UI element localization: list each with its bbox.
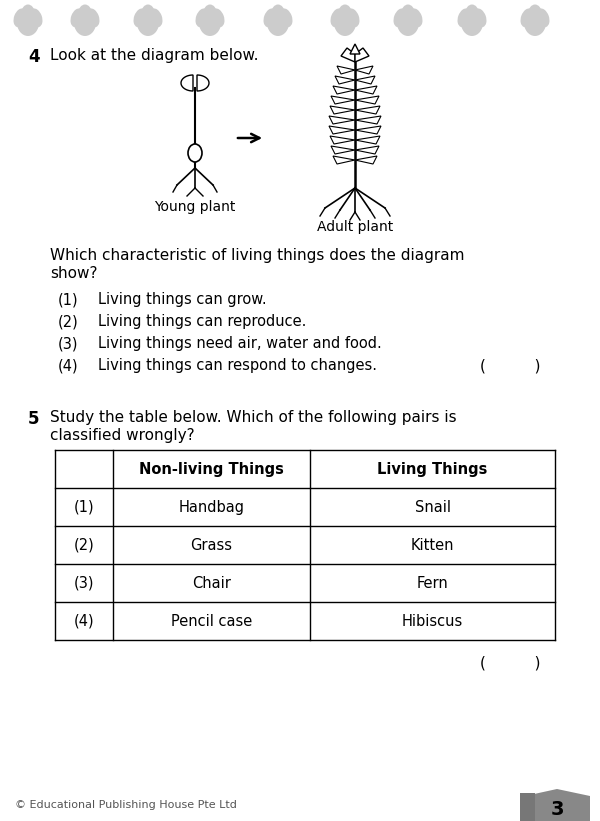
Text: show?: show?	[50, 266, 97, 281]
Ellipse shape	[137, 8, 159, 36]
Polygon shape	[333, 156, 355, 164]
Text: Adult plant: Adult plant	[317, 220, 393, 234]
Ellipse shape	[267, 8, 289, 36]
Ellipse shape	[331, 8, 344, 27]
Ellipse shape	[473, 8, 487, 27]
Ellipse shape	[22, 4, 34, 20]
Polygon shape	[197, 75, 209, 91]
Polygon shape	[331, 96, 355, 104]
Text: Living Things: Living Things	[377, 461, 488, 476]
Polygon shape	[355, 116, 381, 124]
Polygon shape	[355, 86, 377, 94]
Polygon shape	[181, 75, 193, 91]
Text: Living things can grow.: Living things can grow.	[98, 292, 266, 307]
Ellipse shape	[457, 8, 471, 27]
Ellipse shape	[397, 8, 419, 36]
Text: Living things need air, water and food.: Living things need air, water and food.	[98, 336, 382, 351]
Polygon shape	[341, 48, 355, 62]
Text: (4): (4)	[74, 613, 94, 629]
Ellipse shape	[74, 8, 96, 36]
Ellipse shape	[149, 8, 163, 27]
Ellipse shape	[520, 8, 534, 27]
Text: (3): (3)	[58, 336, 79, 351]
Ellipse shape	[529, 4, 541, 20]
Ellipse shape	[536, 8, 550, 27]
Polygon shape	[330, 106, 355, 114]
Polygon shape	[350, 44, 360, 54]
Ellipse shape	[188, 144, 202, 162]
Text: Study the table below. Which of the following pairs is: Study the table below. Which of the foll…	[50, 410, 457, 425]
Ellipse shape	[17, 8, 39, 36]
Polygon shape	[335, 76, 355, 84]
Ellipse shape	[466, 4, 478, 20]
Text: 3: 3	[550, 800, 564, 819]
Polygon shape	[355, 126, 381, 134]
Polygon shape	[337, 66, 355, 74]
Polygon shape	[355, 136, 380, 144]
Ellipse shape	[409, 8, 422, 27]
Polygon shape	[355, 96, 379, 104]
Polygon shape	[355, 106, 380, 114]
Text: Which characteristic of living things does the diagram: Which characteristic of living things do…	[50, 248, 464, 263]
Text: (4): (4)	[58, 358, 79, 373]
Ellipse shape	[204, 4, 217, 20]
Polygon shape	[333, 86, 355, 94]
Ellipse shape	[279, 8, 293, 27]
Ellipse shape	[461, 8, 483, 36]
Text: Living things can respond to changes.: Living things can respond to changes.	[98, 358, 377, 373]
Text: classified wrongly?: classified wrongly?	[50, 428, 194, 443]
Text: Look at the diagram below.: Look at the diagram below.	[50, 48, 259, 63]
Ellipse shape	[86, 8, 100, 27]
Text: (2): (2)	[58, 314, 79, 329]
Text: 4: 4	[28, 48, 40, 66]
Text: Young plant: Young plant	[154, 200, 236, 214]
Text: Pencil case: Pencil case	[171, 613, 252, 629]
Ellipse shape	[29, 8, 43, 27]
Ellipse shape	[70, 8, 84, 27]
Ellipse shape	[263, 8, 277, 27]
Ellipse shape	[199, 8, 221, 36]
Polygon shape	[355, 48, 369, 62]
Text: Living things can reproduce.: Living things can reproduce.	[98, 314, 307, 329]
Ellipse shape	[524, 8, 546, 36]
Ellipse shape	[142, 4, 154, 20]
Text: Snail: Snail	[415, 499, 451, 515]
Polygon shape	[355, 76, 375, 84]
Polygon shape	[355, 66, 373, 74]
Ellipse shape	[338, 4, 352, 20]
Text: (1): (1)	[58, 292, 79, 307]
Text: (3): (3)	[74, 576, 94, 590]
Text: Non-living Things: Non-living Things	[139, 461, 284, 476]
Polygon shape	[330, 136, 355, 144]
Ellipse shape	[13, 8, 27, 27]
Ellipse shape	[211, 8, 224, 27]
Text: 5: 5	[28, 410, 40, 428]
Polygon shape	[329, 126, 355, 134]
Polygon shape	[329, 116, 355, 124]
Polygon shape	[520, 793, 535, 821]
Text: (2): (2)	[74, 538, 94, 553]
Polygon shape	[525, 789, 590, 821]
Text: Kitten: Kitten	[411, 538, 454, 553]
Text: Chair: Chair	[192, 576, 231, 590]
Text: © Educational Publishing House Pte Ltd: © Educational Publishing House Pte Ltd	[15, 800, 237, 810]
Ellipse shape	[272, 4, 284, 20]
Text: (          ): ( )	[480, 358, 541, 373]
Ellipse shape	[196, 8, 209, 27]
Text: (          ): ( )	[480, 655, 541, 670]
Text: Hibiscus: Hibiscus	[402, 613, 463, 629]
Ellipse shape	[402, 4, 415, 20]
Ellipse shape	[334, 8, 356, 36]
Polygon shape	[355, 156, 377, 164]
Text: Grass: Grass	[191, 538, 233, 553]
Polygon shape	[355, 146, 379, 154]
Text: Fern: Fern	[416, 576, 448, 590]
Ellipse shape	[346, 8, 359, 27]
Text: Handbag: Handbag	[179, 499, 245, 515]
Ellipse shape	[133, 8, 147, 27]
Ellipse shape	[79, 4, 91, 20]
Polygon shape	[331, 146, 355, 154]
Ellipse shape	[394, 8, 407, 27]
Text: (1): (1)	[74, 499, 94, 515]
